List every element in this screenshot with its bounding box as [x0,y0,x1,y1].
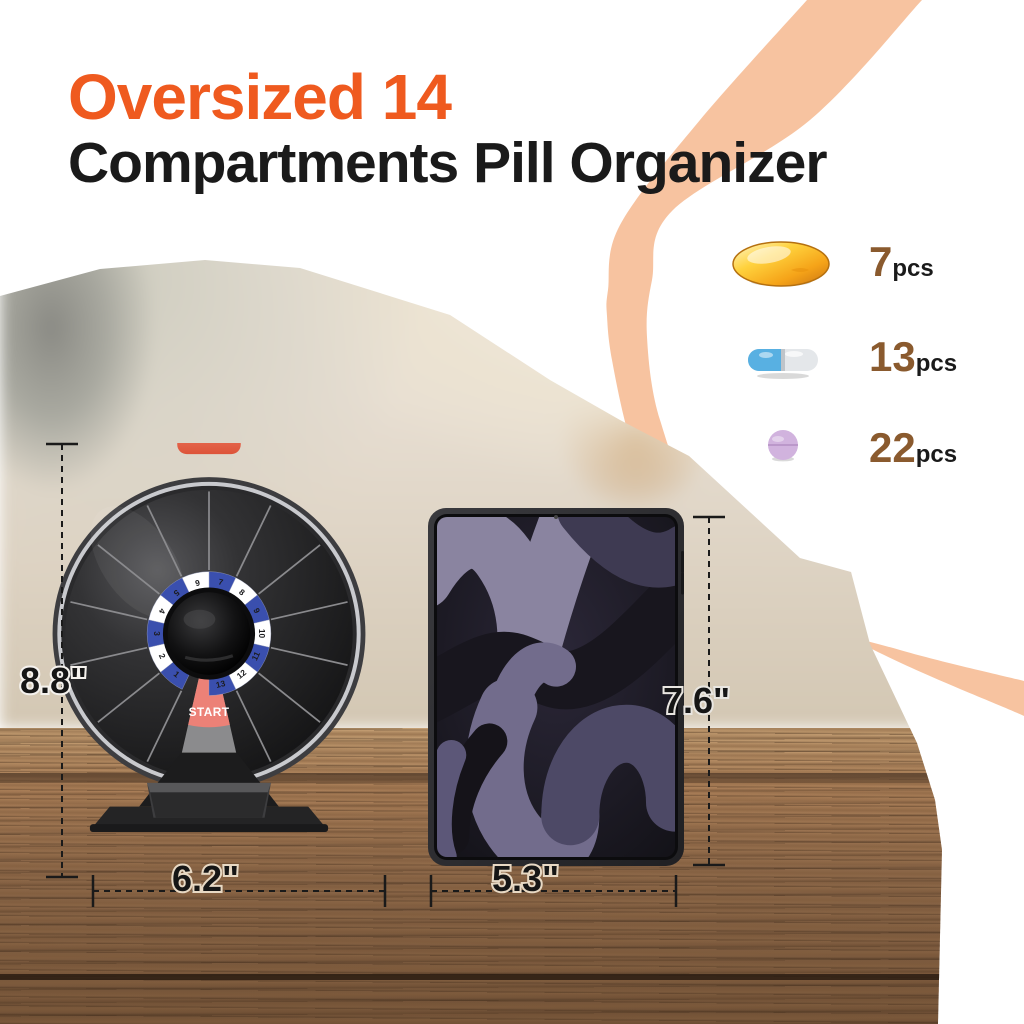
svg-text:3: 3 [152,631,162,636]
svg-text:10: 10 [257,629,267,639]
svg-text:START: START [189,705,230,719]
